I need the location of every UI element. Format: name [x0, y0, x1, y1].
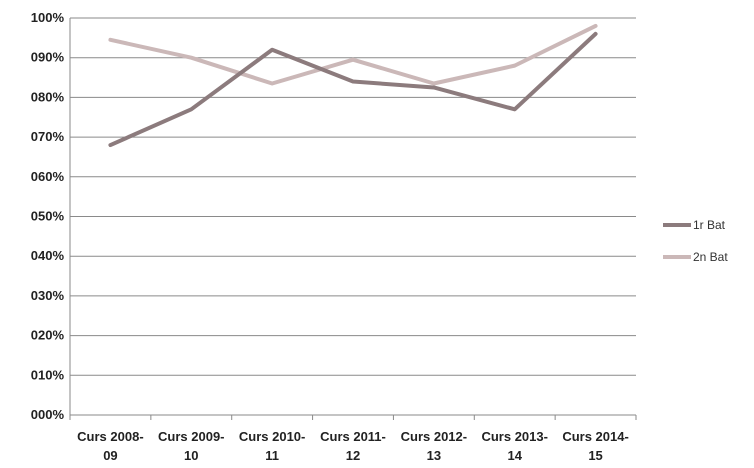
x-tick-label: Curs 2010- 11: [239, 429, 305, 463]
x-tick-label-line: Curs 2009-: [158, 429, 224, 444]
legend-label: 2n Bat: [693, 250, 728, 264]
x-tick-label: Curs 2012- 13: [401, 429, 467, 463]
y-tick-label: 060%: [31, 169, 65, 184]
y-tick-label: 050%: [31, 209, 65, 224]
x-tick-label-line: Curs 2013-: [481, 429, 547, 444]
x-tick-label-line: 15: [588, 448, 602, 463]
x-tick-label: Curs 2008- 09: [77, 429, 143, 463]
x-tick-label: Curs 2009- 10: [158, 429, 224, 463]
legend-label: 1r Bat: [693, 218, 726, 232]
series-line: [108, 31, 598, 148]
x-tick-label: Curs 2013- 14: [481, 429, 547, 463]
x-tick-label-line: 12: [346, 448, 360, 463]
x-tick-label-line: Curs 2010-: [239, 429, 305, 444]
x-tick-label-line: Curs 2012-: [401, 429, 467, 444]
x-tick-label: Curs 2014- 15: [562, 429, 628, 463]
y-tick-label: 040%: [31, 248, 65, 263]
y-tick-label: 080%: [31, 89, 65, 104]
y-tick-label: 100%: [31, 10, 65, 25]
x-tick-label-line: Curs 2011-: [320, 429, 386, 444]
y-tick-label: 000%: [31, 407, 65, 422]
x-tick-label-line: 14: [507, 448, 522, 463]
x-tick-label-line: 11: [265, 448, 279, 463]
x-tick-label-line: 13: [427, 448, 441, 463]
y-tick-label: 020%: [31, 328, 65, 343]
x-tick-label-line: Curs 2014-: [562, 429, 628, 444]
x-tick-label-line: 10: [184, 448, 198, 463]
y-tick-label: 090%: [31, 50, 65, 65]
x-tick-label: Curs 2011- 12: [320, 429, 386, 463]
y-tick-label: 030%: [31, 288, 65, 303]
x-tick-label-line: Curs 2008-: [77, 429, 143, 444]
y-tick-label: 010%: [31, 367, 65, 382]
y-tick-label: 070%: [31, 129, 65, 144]
series-line: [108, 23, 598, 86]
x-tick-label-line: 09: [103, 448, 117, 463]
